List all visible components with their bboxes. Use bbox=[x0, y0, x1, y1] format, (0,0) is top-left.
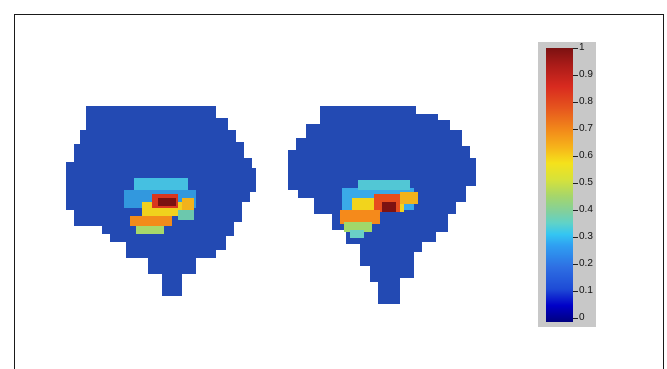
colorbar-label-0.1: 0.1 bbox=[579, 285, 593, 296]
colorbar-panel: 1 0.9 0.8 0.7 0.6 0.5 0.4 0.3 0.2 0.1 0 bbox=[538, 42, 596, 327]
right-brain-heatmap bbox=[288, 106, 476, 304]
colorbar-label-0.7: 0.7 bbox=[579, 123, 593, 134]
colorbar-label-0.8: 0.8 bbox=[579, 96, 593, 107]
colorbar-tick-0.4 bbox=[573, 210, 578, 211]
colorbar-label-0.3: 0.3 bbox=[579, 231, 593, 242]
colorbar-label-1: 1 bbox=[579, 42, 585, 53]
colorbar-tick-0.6 bbox=[573, 156, 578, 157]
colorbar-tick-0.5 bbox=[573, 183, 578, 184]
colorbar-label-0: 0 bbox=[579, 312, 585, 323]
colorbar-tick-0.8 bbox=[573, 102, 578, 103]
colorbar-tick-0.9 bbox=[573, 75, 578, 76]
colorbar-label-0.4: 0.4 bbox=[579, 204, 593, 215]
colorbar-label-0.6: 0.6 bbox=[579, 150, 593, 161]
colorbar-label-0.2: 0.2 bbox=[579, 258, 593, 269]
colorbar-label-0.5: 0.5 bbox=[579, 177, 593, 188]
colorbar-tick-0 bbox=[573, 318, 578, 319]
colorbar-tick-0.1 bbox=[573, 291, 578, 292]
colorbar-tick-0.3 bbox=[573, 237, 578, 238]
colorbar-gradient bbox=[546, 48, 573, 322]
colorbar-tick-1 bbox=[573, 48, 578, 49]
colorbar-tick-0.2 bbox=[573, 264, 578, 265]
colorbar-label-0.9: 0.9 bbox=[579, 69, 593, 80]
colorbar-tick-0.7 bbox=[573, 129, 578, 130]
left-brain-heatmap bbox=[66, 106, 256, 296]
